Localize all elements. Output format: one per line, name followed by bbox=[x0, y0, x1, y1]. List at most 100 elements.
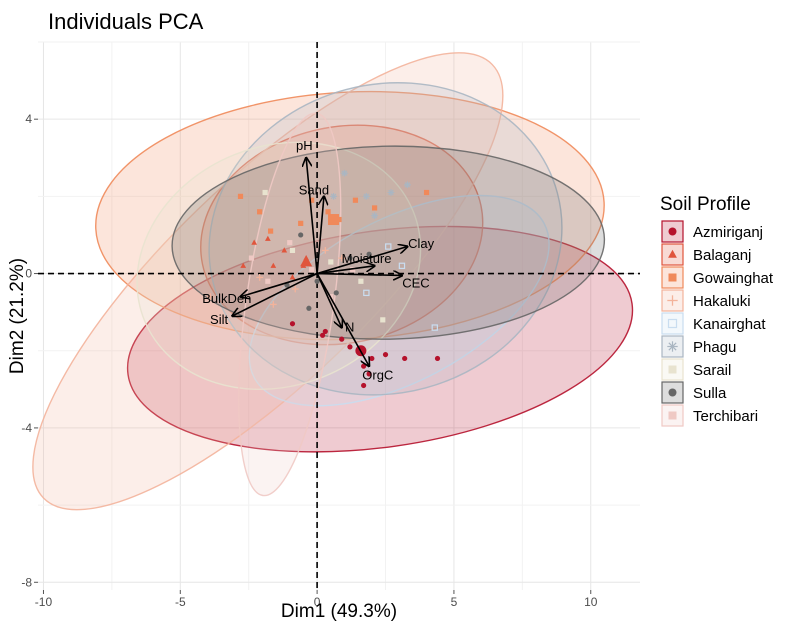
variable-label-sand: Sand bbox=[299, 182, 329, 197]
point-azmiriganj bbox=[347, 344, 353, 350]
point-gowainghat bbox=[237, 193, 244, 199]
point-hakaluki bbox=[321, 247, 329, 254]
arrow-bulkden bbox=[240, 272, 318, 297]
legend-marker-azmiriganj bbox=[668, 227, 677, 236]
point-hakaluki bbox=[269, 301, 277, 308]
point-balaganj bbox=[251, 239, 258, 245]
legend-marker-sulla bbox=[668, 388, 677, 397]
star-stroke bbox=[404, 181, 411, 188]
legend: Soil Profile Azmiriganj Balaganj Gowaingha… bbox=[660, 194, 774, 427]
legend-marker-phagu bbox=[667, 341, 678, 352]
point-azmiriganj bbox=[322, 328, 328, 335]
star-stroke bbox=[341, 170, 348, 177]
legend-label-sarail: Sarail bbox=[693, 362, 731, 379]
star-stroke bbox=[371, 212, 378, 219]
point-kanairghat bbox=[398, 262, 406, 270]
legend-label-azmiriganj: Azmiriganj bbox=[693, 224, 763, 241]
point-azmiriganj bbox=[319, 332, 326, 338]
arrow-orgc bbox=[316, 273, 369, 367]
variable-label-n: N bbox=[345, 320, 354, 335]
point-hakaluki bbox=[338, 254, 346, 262]
centroid-gowainghat bbox=[328, 214, 340, 226]
point-balaganj bbox=[281, 247, 288, 253]
x-tick-label: 0 bbox=[314, 595, 321, 609]
point-balaganj bbox=[264, 235, 271, 241]
star-stroke bbox=[388, 189, 394, 196]
point-azmiriganj bbox=[339, 336, 345, 342]
point-hakaluki bbox=[291, 285, 299, 293]
ellipses bbox=[32, 52, 634, 511]
point-hakaluki bbox=[256, 274, 264, 281]
point-azmiriganj bbox=[402, 355, 408, 362]
point-phagu bbox=[330, 192, 337, 200]
legend-label-terchibari: Terchibari bbox=[693, 408, 758, 425]
point-sarail bbox=[328, 259, 334, 265]
legend-label-phagu: Phagu bbox=[693, 339, 736, 356]
point-hakaluki bbox=[207, 293, 214, 301]
arrow-clay bbox=[316, 247, 407, 275]
point-sarail bbox=[289, 247, 296, 253]
star-stroke bbox=[668, 342, 677, 351]
point-azmiriganj bbox=[361, 382, 367, 389]
point-phagu bbox=[362, 192, 370, 200]
legend-label-kanairghat: Kanairghat bbox=[693, 316, 766, 333]
legend-marker-balaganj bbox=[668, 249, 677, 258]
point-gowainghat bbox=[352, 197, 359, 203]
variable-label-cec: CEC bbox=[402, 275, 429, 290]
point-sulla bbox=[347, 255, 353, 261]
point-phagu bbox=[371, 212, 378, 220]
legend-marker-terchibari bbox=[668, 411, 677, 420]
point-balaganj bbox=[240, 262, 247, 268]
arrow-silt bbox=[232, 272, 318, 316]
point-terchibari bbox=[287, 240, 293, 246]
individual-points bbox=[207, 169, 441, 389]
variable-label-silt: Silt bbox=[210, 312, 228, 327]
legend-label-sulla: Sulla bbox=[693, 385, 727, 402]
point-phagu bbox=[341, 169, 348, 177]
y-tick-label: -4 bbox=[21, 421, 32, 435]
point-sulla bbox=[306, 305, 312, 311]
point-azmiriganj bbox=[382, 351, 389, 358]
point-kanairghat bbox=[385, 243, 392, 250]
legend-marker-hakaluki bbox=[667, 295, 678, 306]
chart-title: Individuals PCA bbox=[48, 9, 204, 34]
star-stroke bbox=[330, 193, 337, 200]
point-gowainghat bbox=[325, 209, 331, 215]
arrow-n bbox=[316, 273, 342, 328]
point-sulla bbox=[366, 251, 372, 257]
point-sarail bbox=[358, 278, 364, 284]
centroid-balaganj bbox=[300, 255, 313, 267]
point-gowainghat bbox=[298, 220, 304, 226]
legend-label-gowainghat: Gowainghat bbox=[693, 270, 774, 287]
x-axis-label: Dim1 (49.3%) bbox=[281, 601, 397, 622]
arrow-sand bbox=[316, 196, 324, 274]
ellipse-phagu bbox=[208, 82, 563, 396]
axes: -10 -5 0 5 10 -8 -4 0 4 bbox=[21, 112, 597, 609]
point-kanairghat bbox=[363, 289, 370, 297]
ellipse-sarail bbox=[136, 141, 422, 391]
ellipse-sulla bbox=[171, 145, 606, 340]
variable-arrows: pH Sand Clay Moisture CEC BulkDen Silt N OrgC bbox=[202, 138, 434, 383]
point-terchibari bbox=[248, 255, 255, 261]
point-sulla bbox=[333, 290, 339, 296]
plot-panel bbox=[38, 42, 640, 590]
point-azmiriganj bbox=[366, 371, 372, 377]
variable-label-ph: pH bbox=[296, 138, 313, 153]
point-sarail bbox=[380, 317, 386, 323]
variable-label-bulkden: BulkDen bbox=[202, 291, 251, 306]
point-gowainghat bbox=[267, 228, 274, 234]
point-sarail bbox=[262, 189, 268, 196]
arrow-ph bbox=[306, 158, 318, 274]
variable-label-moisture: Moisture bbox=[342, 251, 392, 266]
arrow-cec bbox=[317, 274, 402, 276]
point-azmiriganj bbox=[289, 321, 296, 327]
point-gowainghat bbox=[423, 189, 430, 196]
point-sulla bbox=[314, 278, 320, 284]
variable-label-clay: Clay bbox=[408, 236, 435, 251]
legend-label-balaganj: Balaganj bbox=[693, 247, 751, 264]
y-tick-label: 4 bbox=[25, 112, 32, 126]
x-tick-label: 10 bbox=[584, 595, 598, 609]
x-tick-label: -10 bbox=[35, 595, 53, 609]
